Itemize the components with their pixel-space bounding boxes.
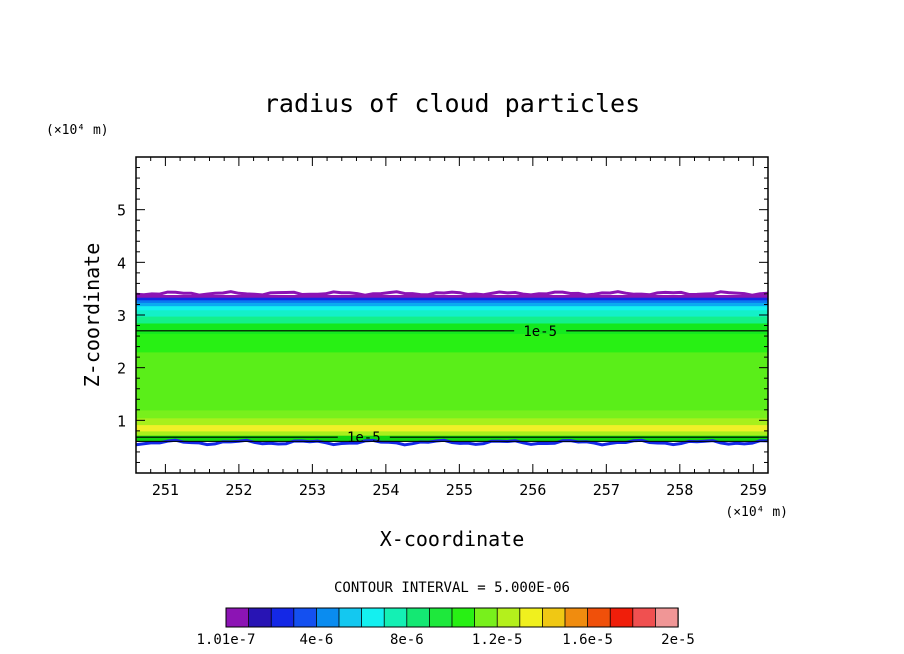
contour-band <box>136 299 768 303</box>
colorbar-frame <box>225 607 679 628</box>
colorbar-swatch <box>609 607 634 628</box>
x-tick-label: 255 <box>446 481 473 499</box>
colorbar-swatch <box>225 607 250 628</box>
colorbar-label: 8e-6 <box>390 632 424 648</box>
colorbar-swatch <box>338 607 363 628</box>
y-tick-label: 2 <box>117 360 126 378</box>
colorbar-swatch <box>248 607 272 628</box>
colorbar-label: 1.2e-5 <box>472 632 523 648</box>
colorbar-swatch <box>474 607 498 628</box>
chart-title: radius of cloud particles <box>264 89 640 118</box>
x-tick-label: 256 <box>519 481 546 499</box>
contour-band <box>136 430 768 436</box>
contour-band <box>136 297 768 301</box>
colorbar-swatch <box>315 607 340 628</box>
colorbar-label: 2e-5 <box>661 632 695 648</box>
contour-label: 1e-5 <box>347 430 381 446</box>
contour-band <box>136 417 768 426</box>
contour-band <box>136 435 768 442</box>
colorbar-swatch <box>519 607 544 628</box>
contour-band <box>136 302 768 307</box>
contour-band <box>136 322 768 334</box>
cloud-top-edge <box>135 290 769 297</box>
colorbar-label: 4e-6 <box>300 632 334 648</box>
contour-band <box>136 351 768 411</box>
x-tick-label: 254 <box>372 481 399 499</box>
y-tick-label: 3 <box>117 307 126 325</box>
x-unit-label: (×10⁴ m) <box>725 505 788 520</box>
contour-band <box>136 295 768 298</box>
colorbar: 1.01e-7 4e-6 8e-6 1.2e-5 1.6e-5 2e-5 <box>196 607 695 648</box>
colorbar-swatch <box>655 607 679 628</box>
x-tick-label: 251 <box>152 481 179 499</box>
y-axis-label: Z-coordinate <box>80 243 104 388</box>
colorbar-swatch <box>293 607 318 628</box>
colorbar-swatch <box>428 607 453 628</box>
colorbar-swatch <box>632 607 657 628</box>
colorbar-swatch <box>542 607 566 628</box>
x-tick-label: 257 <box>593 481 620 499</box>
colorbar-swatch <box>451 607 476 628</box>
contour-band <box>136 316 768 324</box>
colorbar-swatch <box>587 607 611 628</box>
y-tick-label: 4 <box>117 254 126 272</box>
colorbar-swatch <box>564 607 589 628</box>
colorbar-swatch <box>406 607 431 628</box>
y-unit-label: (×10⁴ m) <box>46 123 109 138</box>
contour-band <box>136 424 768 432</box>
y-tick-label: 5 <box>117 202 126 220</box>
colorbar-swatch <box>270 607 295 628</box>
x-tick-label: 253 <box>299 481 326 499</box>
contour-band <box>136 409 768 419</box>
colorbar-swatch <box>383 607 408 628</box>
x-axis-label: X-coordinate <box>380 527 525 551</box>
x-tick-label: 252 <box>225 481 252 499</box>
y-tick-label: 1 <box>117 412 126 430</box>
contour-band <box>136 333 768 353</box>
contour-interval-text: CONTOUR INTERVAL = 5.000E-06 <box>334 580 570 596</box>
colorbar-label: 1.01e-7 <box>196 632 255 648</box>
contour-fill-area <box>135 290 769 447</box>
colorbar-swatch <box>361 607 385 628</box>
contour-label: 1e-5 <box>523 324 557 340</box>
x-tick-label: 258 <box>666 481 693 499</box>
contour-lines: 1e-5 1e-5 <box>136 324 768 446</box>
contour-band <box>136 309 768 317</box>
x-tick-label: 259 <box>740 481 767 499</box>
colorbar-swatch <box>496 607 521 628</box>
axis-ticks: 251 252 253 254 255 256 257 258 259 1 2 3 4 5 <box>117 157 769 499</box>
colorbar-label: 1.6e-5 <box>562 632 613 648</box>
contour-band <box>136 305 768 311</box>
